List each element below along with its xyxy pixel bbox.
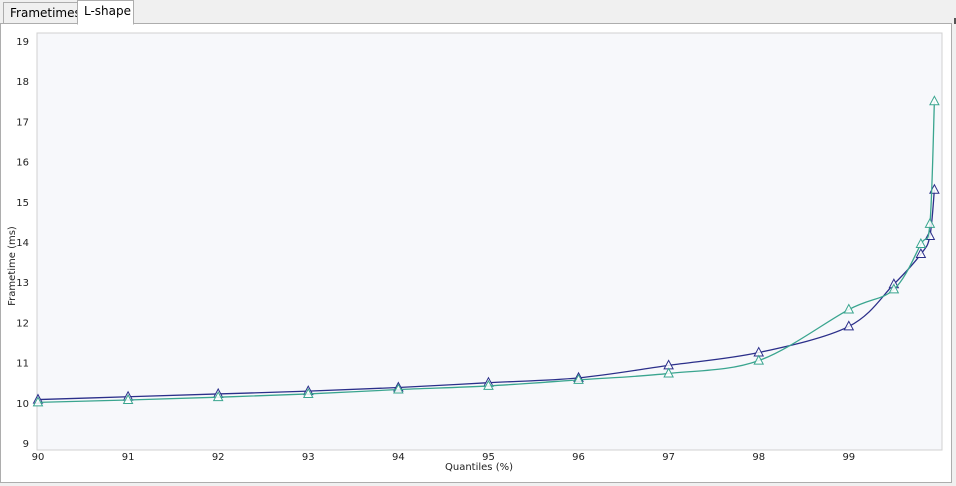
- data-point: [483, 379, 494, 390]
- y-tick-label: 14: [16, 238, 29, 249]
- y-tick-label: 16: [16, 158, 29, 169]
- y-tick-label: 17: [16, 117, 29, 128]
- data-point: [393, 383, 404, 394]
- x-axis-label: Quantiles (%): [445, 462, 513, 473]
- x-tick-label: 98: [752, 452, 765, 463]
- data-point: [915, 237, 927, 249]
- y-tick-label: 18: [16, 77, 29, 88]
- x-tick-label: 91: [122, 452, 135, 463]
- y-tick-label: 15: [16, 198, 29, 209]
- x-tick-label: 93: [302, 452, 315, 463]
- data-point: [929, 95, 940, 106]
- data-point: [302, 387, 314, 398]
- x-tick-label: 94: [392, 452, 405, 463]
- data-point: [753, 354, 765, 365]
- x-tick-label: 99: [842, 452, 855, 463]
- x-tick-label: 95: [482, 452, 495, 463]
- y-tick-label: 9: [23, 439, 29, 450]
- x-tick-label: 90: [32, 452, 45, 463]
- data-point: [32, 396, 44, 407]
- data-point: [122, 393, 134, 404]
- y-tick-label: 11: [16, 359, 29, 370]
- x-tick-label: 96: [572, 452, 585, 463]
- data-point: [915, 247, 927, 259]
- x-tick-labels: 90 91 92 93 94 95 96 97 98 99: [32, 452, 856, 463]
- data-point: [924, 217, 936, 228]
- y-tick-label: 19: [16, 37, 29, 48]
- window-edge-marker: [954, 18, 956, 24]
- data-point: [573, 373, 584, 384]
- data-point: [212, 391, 224, 402]
- tab-l-shape[interactable]: L-shape: [77, 0, 134, 25]
- data-point: [888, 283, 900, 294]
- data-point: [843, 303, 855, 314]
- series-group: [32, 95, 940, 407]
- data-point: [663, 367, 674, 378]
- y-tick-label: 12: [16, 318, 29, 329]
- y-tick-label: 10: [16, 399, 29, 410]
- x-tick-label: 92: [212, 452, 225, 463]
- y-axis-label: Frametime (ms): [7, 226, 18, 306]
- y-tick-label: 13: [16, 278, 29, 289]
- data-point: [843, 320, 855, 331]
- l-shape-chart: Quantiles (%) Frametime (ms) 90 91 92 93 94 9…: [7, 32, 943, 473]
- chart-panel: Quantiles (%) Frametime (ms) 90 91 92 93 94 9…: [0, 23, 952, 483]
- x-tick-label: 97: [662, 452, 675, 463]
- tab-frametimes[interactable]: Frametimes: [3, 2, 81, 24]
- tab-bar: Frametimes L-shape: [0, 0, 956, 25]
- y-tick-labels: 9 10 11 12 13 14 15 16 17 18 19: [16, 37, 29, 450]
